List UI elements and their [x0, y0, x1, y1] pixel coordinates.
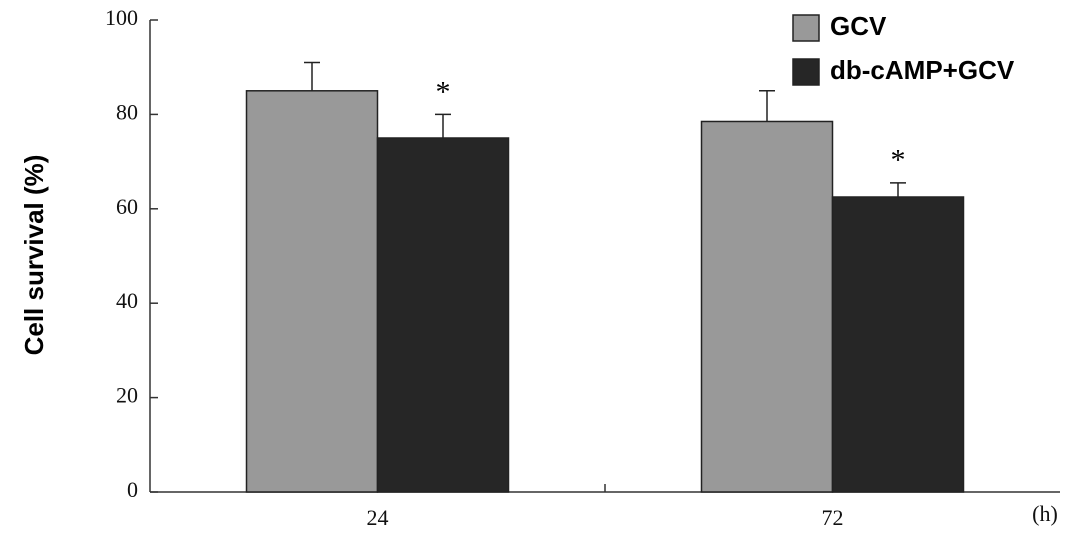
x-tick-label: 72: [822, 505, 844, 530]
y-tick-label: 0: [127, 477, 138, 502]
x-tick-label: 24: [367, 505, 389, 530]
bar: [245, 90, 379, 493]
significance-marker: *: [436, 75, 451, 108]
y-axis-label: Cell survival (%): [19, 155, 49, 356]
significance-marker: *: [891, 144, 906, 177]
bar: [831, 196, 965, 493]
legend-swatch: [792, 58, 820, 86]
y-tick-label: 60: [116, 194, 138, 219]
x-axis-label: (h): [1032, 501, 1058, 526]
legend-swatch: [792, 14, 820, 42]
error-bar: [890, 182, 906, 197]
error-bar: [435, 113, 451, 138]
error-bar: [759, 90, 775, 122]
y-tick-label: 40: [116, 288, 138, 313]
bar: [376, 137, 510, 493]
y-tick-label: 20: [116, 383, 138, 408]
y-tick-label: 80: [116, 99, 138, 124]
legend-label: GCV: [830, 11, 887, 41]
error-bar: [304, 61, 320, 91]
bar: [700, 120, 834, 493]
y-tick-label: 100: [105, 5, 138, 30]
legend-label: db-cAMP+GCV: [830, 55, 1015, 85]
